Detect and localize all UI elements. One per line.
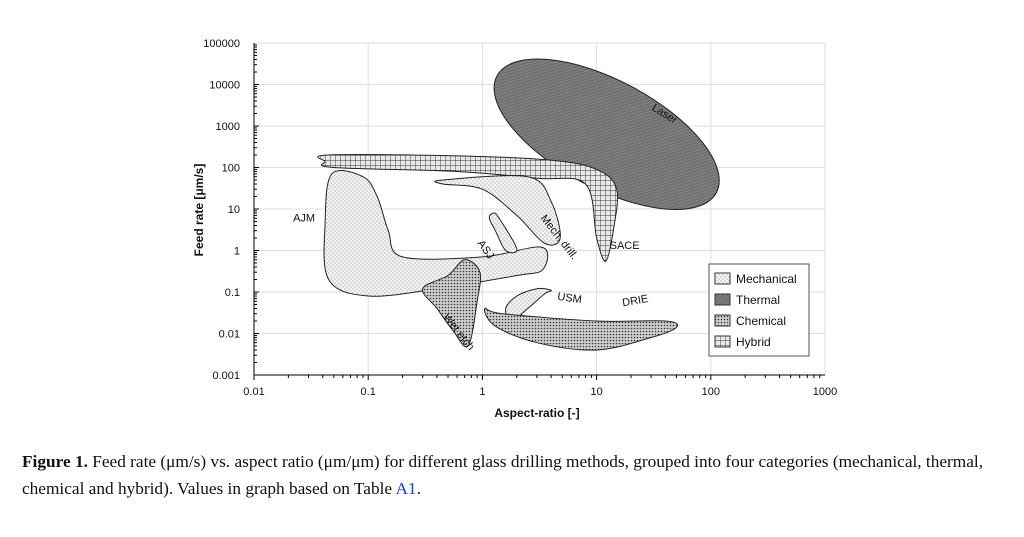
y-tick-label: 100000 <box>203 38 240 50</box>
x-tick-label: 1000 <box>813 386 837 398</box>
caption-text: Feed rate (μm/s) vs. aspect ratio (μm/μm… <box>22 452 984 498</box>
region-ajm <box>323 170 549 297</box>
region-wet-etch <box>422 259 482 348</box>
chart: 0.01 0.1 1 10 100 10000.0010.010.111010010001… <box>192 38 837 420</box>
figure-caption: Figure 1. Feed rate (μm/s) vs. aspect ra… <box>22 448 1007 502</box>
legend-swatch <box>714 272 731 285</box>
region-label: USM <box>557 291 583 306</box>
legend-label: Mechanical <box>736 272 797 286</box>
region-mech-drill <box>434 175 561 246</box>
y-tick-label: 0.001 <box>212 370 240 382</box>
legend-label: Hybrid <box>736 335 771 349</box>
figure: 0.01 0.1 1 10 100 1000 0.001 0.01 0.1 1 10 100 1000 1… <box>192 38 837 420</box>
region-laser <box>493 58 720 210</box>
y-tick-label: 10 <box>228 204 240 216</box>
legend-label: Chemical <box>736 314 786 328</box>
region-sace <box>317 154 619 262</box>
x-tick-label: 0.1 <box>361 386 376 398</box>
x-tick-label: 10 <box>590 386 602 398</box>
legend-swatch <box>714 314 731 327</box>
y-tick-label: 1 <box>234 246 240 258</box>
y-tick-label: 0.1 <box>225 287 240 299</box>
region-label: AJM <box>293 212 315 224</box>
y-tick-label: 100 <box>222 163 240 175</box>
x-tick-label: 100 <box>702 386 720 398</box>
region-asj <box>488 212 518 254</box>
legend-swatch <box>714 335 731 348</box>
caption-table-link[interactable]: A1 <box>395 479 417 498</box>
chart-legend: Mechanical Thermal Chemical Hybrid <box>708 263 810 357</box>
region-usm <box>505 287 552 322</box>
legend-label: Thermal <box>736 293 780 307</box>
region-label: DRIE <box>621 293 649 309</box>
region-drie <box>484 307 679 351</box>
plot-regions <box>317 58 720 351</box>
y-tick-label: 0.01 <box>219 329 240 341</box>
legend-swatch <box>714 293 731 306</box>
x-tick-label: 1 <box>479 386 485 398</box>
caption-label: Figure 1. <box>22 452 88 471</box>
y-axis-title: Feed rate [μm/s] <box>192 164 206 257</box>
region-label: SACE <box>610 240 640 252</box>
caption-end: . <box>416 479 421 498</box>
x-tick-label: 0.01 <box>243 386 264 398</box>
x-axis-title: Aspect-ratio [-] <box>494 406 579 420</box>
y-tick-label: 1000 <box>216 121 240 133</box>
plot-axes: 0.01 0.1 1 10 100 10000.0010.010.111010010001… <box>203 38 837 398</box>
y-tick-label: 10000 <box>209 80 240 92</box>
